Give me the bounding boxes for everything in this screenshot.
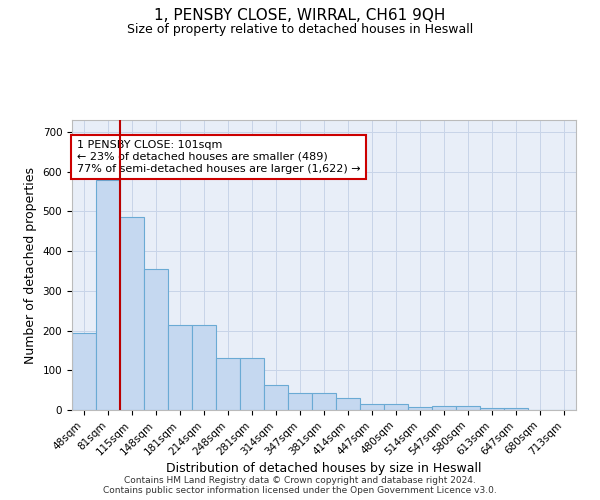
- Bar: [432, 406, 456, 410]
- Bar: [168, 324, 192, 410]
- Bar: [288, 394, 312, 410]
- Bar: [408, 407, 432, 410]
- Text: 1, PENSBY CLOSE, WIRRAL, CH61 9QH: 1, PENSBY CLOSE, WIRRAL, CH61 9QH: [154, 8, 446, 22]
- Bar: [144, 269, 168, 410]
- Bar: [384, 404, 408, 410]
- Bar: [96, 180, 120, 410]
- Text: Size of property relative to detached houses in Heswall: Size of property relative to detached ho…: [127, 22, 473, 36]
- Y-axis label: Number of detached properties: Number of detached properties: [24, 166, 37, 364]
- Bar: [240, 358, 264, 410]
- Bar: [456, 406, 480, 410]
- Text: 1 PENSBY CLOSE: 101sqm
← 23% of detached houses are smaller (489)
77% of semi-de: 1 PENSBY CLOSE: 101sqm ← 23% of detached…: [77, 140, 361, 173]
- Bar: [216, 358, 240, 410]
- Bar: [504, 408, 528, 410]
- Bar: [480, 408, 504, 410]
- Bar: [360, 404, 384, 410]
- Bar: [312, 394, 336, 410]
- X-axis label: Distribution of detached houses by size in Heswall: Distribution of detached houses by size …: [166, 462, 482, 475]
- Bar: [72, 332, 96, 410]
- Text: Contains HM Land Registry data © Crown copyright and database right 2024.
Contai: Contains HM Land Registry data © Crown c…: [103, 476, 497, 495]
- Bar: [192, 324, 216, 410]
- Bar: [336, 398, 360, 410]
- Bar: [264, 385, 288, 410]
- Bar: [120, 218, 144, 410]
